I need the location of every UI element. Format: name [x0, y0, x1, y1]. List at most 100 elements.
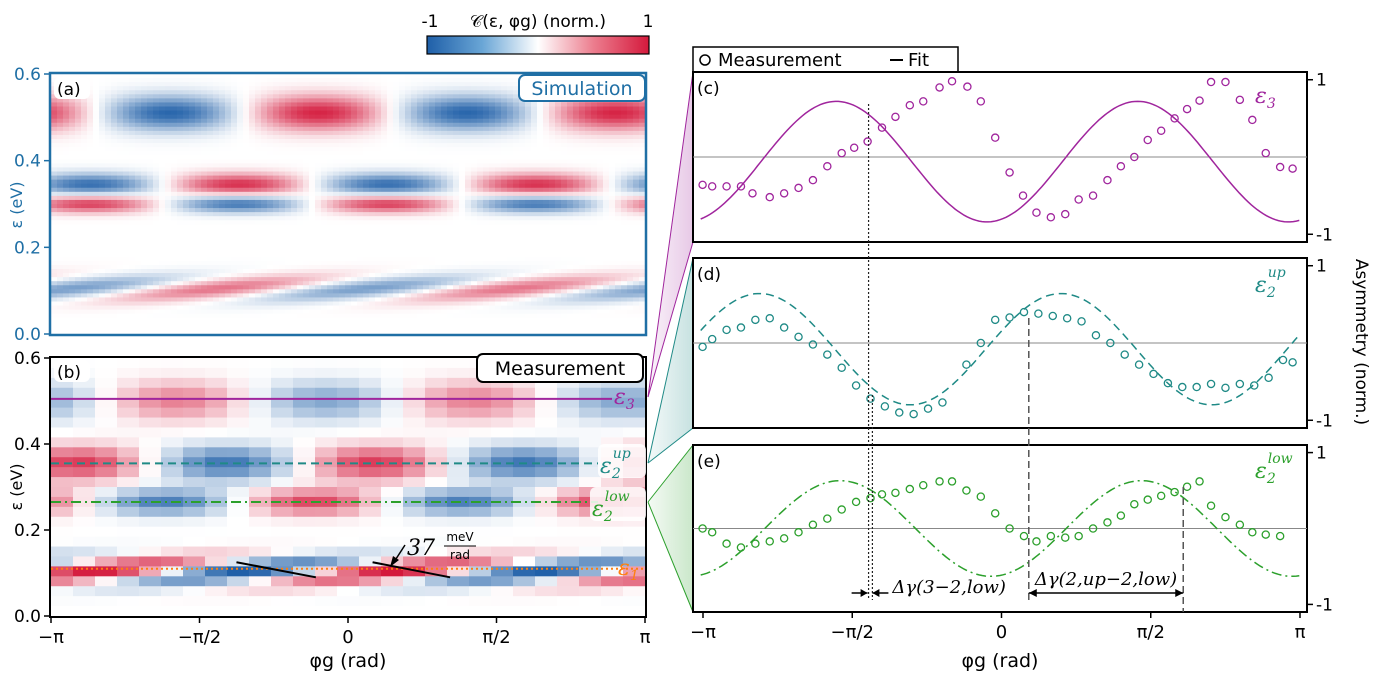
heatmap-cell [405, 297, 412, 303]
heatmap-cell [291, 301, 298, 307]
heatmap-cell [225, 114, 232, 120]
heatmap-cell [435, 179, 442, 185]
heatmap-cell [429, 240, 436, 246]
heatmap-cell [69, 244, 76, 250]
heatmap-cell [513, 74, 520, 79]
heatmap-cell [51, 301, 58, 307]
heatmap-cell [123, 240, 130, 246]
heatmap-cell [417, 155, 424, 160]
heatmap-cell [147, 183, 154, 189]
heatmap-cell [279, 187, 286, 193]
heatmap-cell [213, 204, 220, 209]
heatmap-cell [159, 199, 166, 205]
heatmap-cell [243, 139, 250, 144]
heatmap-cell [399, 240, 406, 246]
heatmap-cell [81, 179, 88, 185]
heatmap-cell [339, 82, 346, 87]
heatmap-cell [399, 195, 406, 201]
heatmap-cell [333, 297, 340, 303]
heatmap-cell [375, 90, 382, 95]
heatmap-cell [351, 208, 358, 213]
heatmap-cell [261, 94, 268, 99]
heatmap-cell [381, 163, 388, 169]
heatmap-cell [297, 293, 304, 299]
heatmap-cell [237, 252, 244, 258]
heatmap-cell [267, 147, 274, 152]
heatmap-cell [63, 289, 70, 294]
heatmap-cell [381, 86, 388, 91]
heatmap-cell [393, 208, 400, 213]
heatmap-cell [321, 293, 328, 299]
heatmap-cell [213, 118, 220, 124]
heatmap-cell [513, 321, 520, 327]
heatmap-cell [231, 167, 238, 173]
heatmap-cell [405, 240, 412, 246]
heatmap-cell [381, 281, 388, 286]
heatmap-cell [453, 204, 460, 209]
heatmap-cell [357, 195, 364, 201]
heatmap-cell [147, 232, 154, 238]
heatmap-cell [159, 94, 166, 99]
heatmap-cell [267, 297, 274, 303]
heatmap-cell [489, 305, 496, 311]
heatmap-cell [297, 260, 304, 266]
heatmap-cell [423, 277, 430, 282]
heatmap-cell [315, 277, 322, 282]
heatmap-cell [93, 151, 100, 156]
heatmap-cell [219, 309, 226, 315]
heatmap-cell [165, 297, 172, 303]
heatmap-cell [123, 269, 130, 274]
heatmap-cell [339, 195, 346, 201]
heatmap-cell [201, 74, 208, 79]
heatmap-cell [441, 329, 448, 335]
heatmap-cell [153, 309, 160, 315]
heatmap-cell [291, 143, 298, 148]
heatmap-cell [285, 90, 292, 95]
heatmap-cell [387, 252, 394, 258]
heatmap-cell [159, 273, 166, 278]
heatmap-cell [225, 297, 232, 303]
heatmap-cell [423, 228, 430, 234]
heatmap-cell [279, 293, 286, 299]
heatmap-cell [189, 216, 196, 221]
heatmap-cell [81, 204, 88, 209]
heatmap-cell [393, 220, 400, 225]
heatmap-cell [237, 134, 244, 140]
heatmap-cell [183, 130, 190, 136]
heatmap-cell [51, 187, 58, 193]
heatmap-cell [93, 134, 100, 140]
heatmap-cell [273, 277, 280, 282]
heatmap-cell [171, 187, 178, 193]
heatmap-cell [363, 236, 370, 242]
heatmap-cell [381, 195, 388, 201]
heatmap-cell [429, 126, 436, 132]
heatmap-cell [501, 224, 508, 229]
heatmap-cell [447, 151, 454, 156]
heatmap-cell [291, 147, 298, 152]
heatmap-cell [513, 240, 520, 246]
heatmap-cell [303, 179, 310, 185]
heatmap-cell [393, 224, 400, 229]
heatmap-cell [249, 204, 256, 209]
heatmap-cell [387, 325, 394, 331]
heatmap-cell [69, 167, 76, 173]
heatmap-cell [381, 110, 388, 116]
heatmap-cell [129, 301, 136, 307]
heatmap-cell [273, 313, 280, 319]
heatmap-cell [297, 232, 304, 238]
heatmap-cell [447, 293, 454, 299]
heatmap-cell [213, 86, 220, 91]
heatmap-cell [255, 74, 262, 79]
heatmap-cell [333, 86, 340, 91]
heatmap-cell [207, 321, 214, 327]
heatmap-cell [177, 126, 184, 132]
heatmap-cell [303, 264, 310, 270]
heatmap-cell [441, 106, 448, 112]
heatmap-cell [411, 264, 418, 270]
heatmap-cell [153, 240, 160, 246]
heatmap-cell [99, 74, 106, 79]
heatmap-cell [213, 78, 220, 83]
heatmap-cell [183, 236, 190, 242]
heatmap-cell [471, 317, 478, 323]
heatmap-cell [459, 163, 466, 169]
